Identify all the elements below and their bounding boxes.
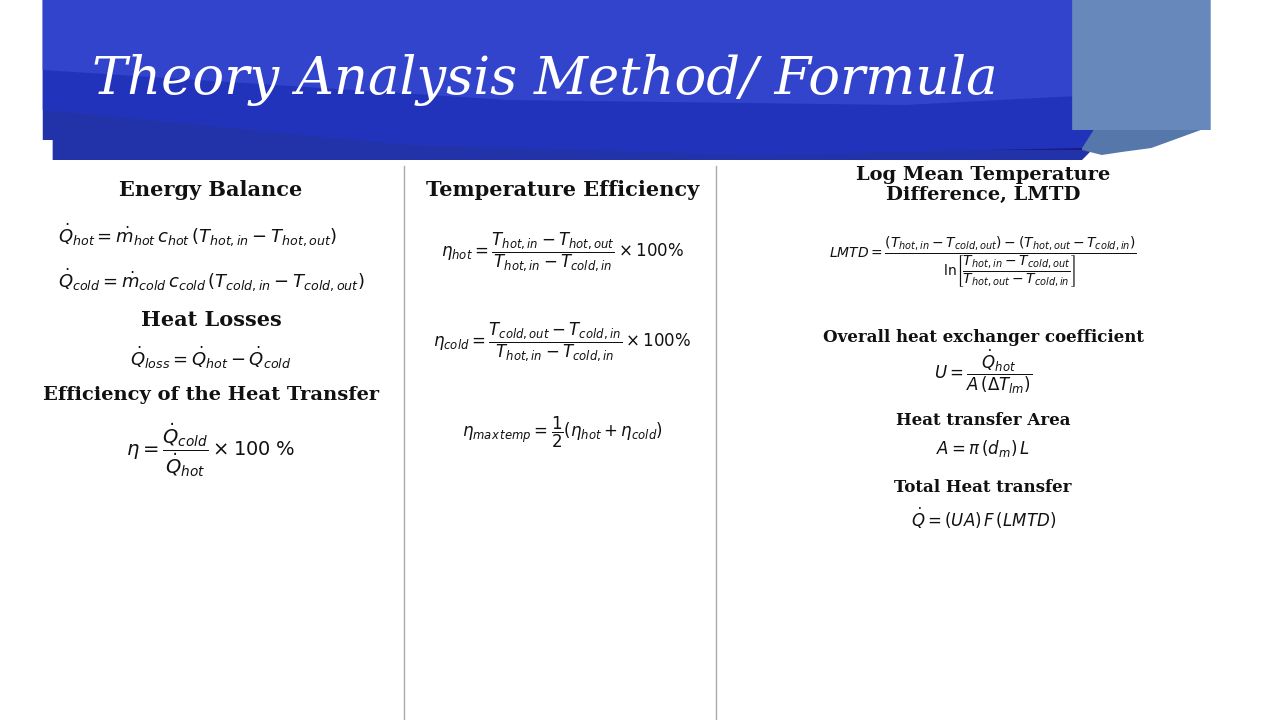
Polygon shape: [42, 0, 1097, 105]
FancyBboxPatch shape: [42, 0, 1102, 140]
Text: $\eta_{cold} = \dfrac{T_{cold,out} - T_{cold,in}}{T_{hot,in} - T_{cold,in}} \tim: $\eta_{cold} = \dfrac{T_{cold,out} - T_{…: [434, 320, 691, 364]
Polygon shape: [42, 0, 1097, 155]
Text: $\dot{Q} = \left(UA\right)\,F\,\left(LMTD\right)$: $\dot{Q} = \left(UA\right)\,F\,\left(LMT…: [910, 505, 1056, 531]
Polygon shape: [52, 0, 1102, 160]
Text: $\dot{Q}_{hot} = \dot{m}_{hot}\, c_{hot}\, \left(T_{hot,in} - T_{hot,out}\right): $\dot{Q}_{hot} = \dot{m}_{hot}\, c_{hot}…: [58, 222, 337, 248]
Text: $\dot{Q}_{cold} = \dot{m}_{cold}\, c_{cold}\, \left(T_{cold,in} - T_{cold,out}\r: $\dot{Q}_{cold} = \dot{m}_{cold}\, c_{co…: [58, 266, 365, 294]
Text: $LMTD = \dfrac{\left(T_{hot,in}-T_{cold,out}\right)-\left(T_{hot,out}-T_{cold,in: $LMTD = \dfrac{\left(T_{hot,in}-T_{cold,…: [829, 235, 1137, 289]
Text: $\eta_{max\,temp} = \dfrac{1}{2}\left(\eta_{hot} + \eta_{cold}\right)$: $\eta_{max\,temp} = \dfrac{1}{2}\left(\e…: [462, 415, 663, 449]
Text: Total Heat transfer: Total Heat transfer: [895, 479, 1071, 495]
Text: $\eta_{hot} = \dfrac{T_{hot,in} - T_{hot,out}}{T_{hot,in} - T_{cold,in}} \times : $\eta_{hot} = \dfrac{T_{hot,in} - T_{hot…: [440, 230, 684, 274]
FancyBboxPatch shape: [1073, 0, 1211, 130]
Text: $\dot{Q}_{loss} = \dot{Q}_{hot} - \dot{Q}_{cold}$: $\dot{Q}_{loss} = \dot{Q}_{hot} - \dot{Q…: [131, 345, 292, 371]
Polygon shape: [52, 0, 1102, 150]
Text: Temperature Efficiency: Temperature Efficiency: [426, 180, 699, 200]
Text: Heat transfer Area: Heat transfer Area: [896, 412, 1070, 428]
Text: $\eta = \dfrac{\dot{Q}_{cold}}{\dot{Q}_{hot}} \times 100\;\%$: $\eta = \dfrac{\dot{Q}_{cold}}{\dot{Q}_{…: [127, 421, 296, 479]
Polygon shape: [1082, 0, 1201, 155]
Text: Theory Analysis Method/ Formula: Theory Analysis Method/ Formula: [92, 54, 998, 106]
Text: Efficiency of the Heat Transfer: Efficiency of the Heat Transfer: [44, 386, 379, 404]
Text: $A = \pi\,\left(d_m\right)\,L$: $A = \pi\,\left(d_m\right)\,L$: [936, 438, 1030, 459]
Text: Overall heat exchanger coefficient: Overall heat exchanger coefficient: [823, 328, 1143, 346]
Text: Log Mean Temperature
Difference, LMTD: Log Mean Temperature Difference, LMTD: [856, 166, 1110, 204]
Text: $U = \dfrac{\dot{Q}_{hot}}{A\,\left(\Delta T_{lm}\right)}$: $U = \dfrac{\dot{Q}_{hot}}{A\,\left(\Del…: [934, 348, 1032, 396]
Text: Heat Losses: Heat Losses: [141, 310, 282, 330]
Text: Energy Balance: Energy Balance: [119, 180, 302, 200]
